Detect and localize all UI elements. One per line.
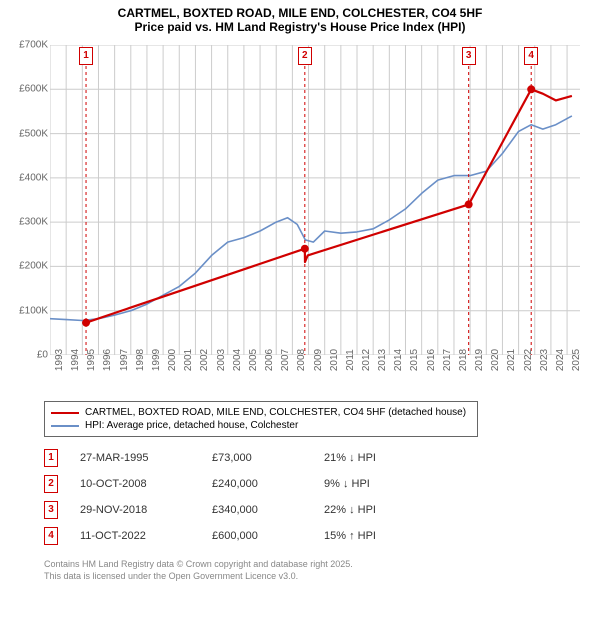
x-tick-label: 1996 (102, 349, 113, 371)
event-delta: 21% ↓ HPI (324, 452, 384, 464)
x-tick-label: 2000 (167, 349, 178, 371)
event-delta: 15% ↑ HPI (324, 530, 384, 542)
event-price: £600,000 (212, 530, 302, 542)
event-marker-ref: 1 (44, 449, 58, 467)
legend-swatch (51, 425, 79, 427)
legend-label: HPI: Average price, detached house, Colc… (85, 420, 298, 431)
event-marker-ref: 3 (44, 501, 58, 519)
event-table: 1 27-MAR-1995 £73,000 21% ↓ HPI 2 10-OCT-2008… (44, 445, 600, 549)
x-tick-label: 1993 (54, 349, 65, 371)
event-date: 10-OCT-2008 (80, 478, 190, 490)
legend-swatch (51, 412, 79, 414)
x-tick-label: 2002 (199, 349, 210, 371)
chart-container: { "title": { "line1": "CARTMEL, BOXTED R… (0, 0, 600, 590)
x-tick-label: 1997 (119, 349, 130, 371)
footnote: Contains HM Land Registry data © Crown c… (44, 559, 600, 590)
y-tick-label: £200K (10, 261, 48, 272)
x-tick-label: 2025 (571, 349, 582, 371)
x-tick-label: 2012 (361, 349, 372, 371)
event-marker-2: 2 (298, 47, 312, 65)
event-marker-4: 4 (524, 47, 538, 65)
x-tick-label: 2019 (474, 349, 485, 371)
legend: CARTMEL, BOXTED ROAD, MILE END, COLCHEST… (44, 401, 478, 437)
footnote-line-1: Contains HM Land Registry data © Crown c… (44, 559, 600, 571)
y-tick-label: £300K (10, 217, 48, 228)
legend-label: CARTMEL, BOXTED ROAD, MILE END, COLCHEST… (85, 407, 466, 418)
event-row: 2 10-OCT-2008 £240,000 9% ↓ HPI (44, 471, 600, 497)
x-tick-label: 2024 (555, 349, 566, 371)
legend-item: CARTMEL, BOXTED ROAD, MILE END, COLCHEST… (51, 406, 471, 419)
event-date: 27-MAR-1995 (80, 452, 190, 464)
x-tick-label: 2004 (232, 349, 243, 371)
legend-item: HPI: Average price, detached house, Colc… (51, 419, 471, 432)
event-delta: 9% ↓ HPI (324, 478, 384, 490)
plot-region (50, 45, 580, 355)
x-tick-label: 2014 (393, 349, 404, 371)
event-marker-3: 3 (462, 47, 476, 65)
x-tick-label: 1994 (70, 349, 81, 371)
plot-svg (50, 45, 580, 355)
x-tick-label: 2021 (506, 349, 517, 371)
x-tick-label: 2013 (377, 349, 388, 371)
chart-area: £0 £100K £200K £300K £400K £500K £600K £700K 19… (10, 40, 590, 395)
x-tick-label: 2023 (539, 349, 550, 371)
event-row: 1 27-MAR-1995 £73,000 21% ↓ HPI (44, 445, 600, 471)
y-tick-label: £600K (10, 84, 48, 95)
x-tick-label: 2010 (329, 349, 340, 371)
chart-title: CARTMEL, BOXTED ROAD, MILE END, COLCHEST… (0, 0, 600, 34)
x-tick-label: 2015 (409, 349, 420, 371)
x-tick-label: 1999 (151, 349, 162, 371)
x-tick-label: 2018 (458, 349, 469, 371)
y-tick-label: £100K (10, 305, 48, 316)
y-tick-label: £0 (10, 350, 48, 361)
x-tick-label: 2001 (183, 349, 194, 371)
event-date: 11-OCT-2022 (80, 530, 190, 542)
title-line-2: Price paid vs. HM Land Registry's House … (0, 20, 600, 34)
title-line-1: CARTMEL, BOXTED ROAD, MILE END, COLCHEST… (0, 6, 600, 20)
event-price: £240,000 (212, 478, 302, 490)
x-tick-label: 2005 (248, 349, 259, 371)
y-tick-label: £500K (10, 128, 48, 139)
event-price: £340,000 (212, 504, 302, 516)
x-tick-label: 2020 (490, 349, 501, 371)
event-delta: 22% ↓ HPI (324, 504, 384, 516)
x-tick-label: 2003 (216, 349, 227, 371)
event-marker-1: 1 (79, 47, 93, 65)
x-tick-label: 2017 (442, 349, 453, 371)
x-tick-label: 1995 (86, 349, 97, 371)
x-tick-label: 2007 (280, 349, 291, 371)
x-tick-label: 2016 (426, 349, 437, 371)
y-tick-label: £400K (10, 172, 48, 183)
event-date: 29-NOV-2018 (80, 504, 190, 516)
y-tick-label: £700K (10, 40, 48, 51)
x-tick-label: 2008 (296, 349, 307, 371)
event-row: 4 11-OCT-2022 £600,000 15% ↑ HPI (44, 523, 600, 549)
x-tick-label: 2011 (345, 349, 356, 371)
x-tick-label: 1998 (135, 349, 146, 371)
event-marker-ref: 2 (44, 475, 58, 493)
x-tick-label: 2022 (523, 349, 534, 371)
footnote-line-2: This data is licensed under the Open Gov… (44, 571, 600, 583)
x-tick-label: 2009 (313, 349, 324, 371)
event-price: £73,000 (212, 452, 302, 464)
x-tick-label: 2006 (264, 349, 275, 371)
event-row: 3 29-NOV-2018 £340,000 22% ↓ HPI (44, 497, 600, 523)
event-marker-ref: 4 (44, 527, 58, 545)
